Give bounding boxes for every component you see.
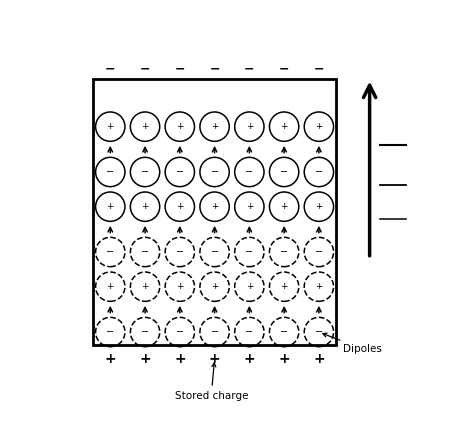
Text: +: + bbox=[246, 282, 253, 291]
Text: +: + bbox=[176, 202, 183, 211]
Text: +: + bbox=[281, 202, 288, 211]
Text: +: + bbox=[107, 282, 114, 291]
Text: −: − bbox=[280, 247, 288, 257]
Text: −: − bbox=[106, 327, 114, 337]
Text: −: − bbox=[106, 167, 114, 177]
Text: −: − bbox=[315, 327, 323, 337]
Text: −: − bbox=[244, 62, 255, 75]
Text: +: + bbox=[246, 202, 253, 211]
Text: +: + bbox=[104, 352, 116, 366]
Text: +: + bbox=[176, 282, 183, 291]
Text: +: + bbox=[211, 122, 219, 131]
Text: +: + bbox=[141, 122, 149, 131]
Text: Stored charge: Stored charge bbox=[174, 363, 248, 401]
Text: −: − bbox=[176, 167, 184, 177]
Text: +: + bbox=[174, 352, 186, 366]
Text: +: + bbox=[211, 282, 219, 291]
Bar bbox=[93, 79, 336, 346]
Text: +: + bbox=[141, 282, 149, 291]
Text: +: + bbox=[176, 122, 183, 131]
Text: +: + bbox=[278, 352, 290, 366]
Text: −: − bbox=[210, 167, 219, 177]
Text: +: + bbox=[246, 122, 253, 131]
Text: −: − bbox=[141, 247, 149, 257]
Text: −: − bbox=[280, 167, 288, 177]
Text: −: − bbox=[280, 327, 288, 337]
Text: +: + bbox=[209, 352, 220, 366]
Text: +: + bbox=[313, 352, 325, 366]
Text: +: + bbox=[281, 122, 288, 131]
Text: −: − bbox=[245, 247, 254, 257]
Text: +: + bbox=[107, 202, 114, 211]
Text: −: − bbox=[315, 167, 323, 177]
Text: −: − bbox=[279, 62, 289, 75]
Text: +: + bbox=[315, 282, 323, 291]
Text: −: − bbox=[314, 62, 324, 75]
Text: Dipoles: Dipoles bbox=[323, 333, 382, 354]
Text: −: − bbox=[141, 327, 149, 337]
Text: −: − bbox=[106, 247, 114, 257]
Text: +: + bbox=[211, 202, 219, 211]
Text: −: − bbox=[174, 62, 185, 75]
Text: −: − bbox=[210, 247, 219, 257]
Text: +: + bbox=[244, 352, 255, 366]
Text: −: − bbox=[245, 167, 254, 177]
Text: −: − bbox=[210, 62, 220, 75]
Text: +: + bbox=[315, 202, 323, 211]
Text: −: − bbox=[176, 327, 184, 337]
Text: −: − bbox=[140, 62, 150, 75]
Text: −: − bbox=[315, 247, 323, 257]
Text: +: + bbox=[315, 122, 323, 131]
Text: +: + bbox=[107, 122, 114, 131]
Text: −: − bbox=[105, 62, 116, 75]
Text: −: − bbox=[141, 167, 149, 177]
Text: +: + bbox=[141, 202, 149, 211]
Text: −: − bbox=[245, 327, 254, 337]
Text: +: + bbox=[281, 282, 288, 291]
Text: −: − bbox=[210, 327, 219, 337]
Text: +: + bbox=[139, 352, 151, 366]
Text: −: − bbox=[176, 247, 184, 257]
